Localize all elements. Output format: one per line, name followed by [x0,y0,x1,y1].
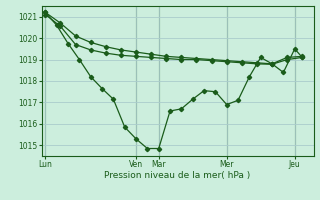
X-axis label: Pression niveau de la mer( hPa ): Pression niveau de la mer( hPa ) [104,171,251,180]
